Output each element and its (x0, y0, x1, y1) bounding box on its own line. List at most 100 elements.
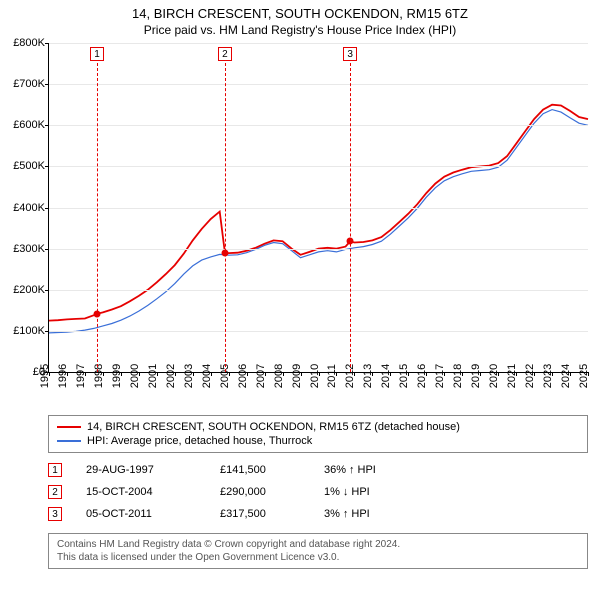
legend-item: 14, BIRCH CRESCENT, SOUTH OCKENDON, RM15… (57, 420, 579, 434)
transaction-price: £290,000 (220, 486, 300, 498)
diff-percent: 3% (324, 508, 340, 520)
transaction-marker: 1 (48, 463, 62, 477)
transaction-row: 1 29-AUG-1997 £141,500 36%↑HPI (48, 459, 588, 481)
ytick-label: £700K (13, 78, 45, 90)
legend-swatch (57, 426, 81, 428)
chart-title: 14, BIRCH CRESCENT, SOUTH OCKENDON, RM15… (0, 0, 600, 21)
marker-dot (347, 238, 354, 245)
marker-line (97, 63, 98, 372)
plot-area: £0£100K£200K£300K£400K£500K£600K£700K£80… (48, 43, 588, 373)
legend-label: 14, BIRCH CRESCENT, SOUTH OCKENDON, RM15… (87, 421, 460, 433)
xtick-label: 2011 (326, 364, 338, 388)
transaction-diff: 3%↑HPI (324, 508, 404, 520)
gridline (49, 290, 588, 291)
xtick-label: 1997 (75, 364, 87, 388)
xtick-label: 2023 (542, 364, 554, 388)
xtick-label: 1999 (111, 364, 123, 388)
xtick-label: 2009 (291, 364, 303, 388)
marker-line (225, 63, 226, 372)
footer-line-2: This data is licensed under the Open Gov… (57, 551, 579, 564)
transaction-marker: 2 (48, 485, 62, 499)
gridline (49, 331, 588, 332)
ytick-mark (45, 290, 49, 291)
arrow-up-icon: ↑ (343, 508, 349, 520)
xtick-label: 2008 (273, 364, 285, 388)
ytick-label: £800K (13, 37, 45, 49)
xtick-label: 2020 (488, 364, 500, 388)
ytick-mark (45, 249, 49, 250)
transaction-row: 2 15-OCT-2004 £290,000 1%↓HPI (48, 481, 588, 503)
footer-line-1: Contains HM Land Registry data © Crown c… (57, 538, 579, 551)
ytick-label: £600K (13, 119, 45, 131)
marker-box: 3 (343, 47, 357, 61)
gridline (49, 84, 588, 85)
diff-percent: 36% (324, 464, 346, 476)
legend-swatch (57, 440, 81, 441)
xtick-label: 2015 (398, 364, 410, 388)
transaction-date: 15-OCT-2004 (86, 486, 196, 498)
transactions-table: 129-AUG-1997£141,50036%↑HPI215-OCT-2004£… (48, 459, 588, 525)
transaction-date: 29-AUG-1997 (86, 464, 196, 476)
xtick-label: 2003 (183, 364, 195, 388)
gridline (49, 166, 588, 167)
transaction-row: 3 05-OCT-2011 £317,500 3%↑HPI (48, 503, 588, 525)
xtick-label: 2007 (255, 364, 267, 388)
xtick-label: 2025 (578, 364, 590, 388)
ytick-mark (45, 208, 49, 209)
legend: 14, BIRCH CRESCENT, SOUTH OCKENDON, RM15… (48, 415, 588, 453)
ytick-mark (45, 125, 49, 126)
arrow-up-icon: ↑ (349, 464, 355, 476)
xtick-label: 2017 (434, 364, 446, 388)
diff-suffix: HPI (351, 486, 369, 498)
ytick-label: £500K (13, 160, 45, 172)
ytick-mark (45, 43, 49, 44)
xtick-label: 2010 (309, 364, 321, 388)
ytick-mark (45, 166, 49, 167)
xtick-label: 2002 (165, 364, 177, 388)
gridline (49, 208, 588, 209)
marker-line (350, 63, 351, 372)
legend-item: HPI: Average price, detached house, Thur… (57, 434, 579, 448)
transaction-marker: 3 (48, 507, 62, 521)
marker-dot (93, 310, 100, 317)
ytick-label: £200K (13, 284, 45, 296)
xtick-label: 2018 (452, 364, 464, 388)
xtick-label: 2022 (524, 364, 536, 388)
xtick-label: 2006 (237, 364, 249, 388)
diff-suffix: HPI (358, 464, 376, 476)
xtick-label: 2014 (380, 364, 392, 388)
gridline (49, 43, 588, 44)
xtick-label: 1998 (93, 364, 105, 388)
footer-attribution: Contains HM Land Registry data © Crown c… (48, 533, 588, 569)
diff-suffix: HPI (351, 508, 369, 520)
ytick-label: £400K (13, 202, 45, 214)
xtick-label: 2001 (147, 364, 159, 388)
xtick-label: 1995 (39, 364, 51, 388)
ytick-label: £300K (13, 243, 45, 255)
transaction-diff: 1%↓HPI (324, 486, 404, 498)
ytick-mark (45, 331, 49, 332)
xtick-label: 2019 (470, 364, 482, 388)
chart-container: 14, BIRCH CRESCENT, SOUTH OCKENDON, RM15… (0, 0, 600, 590)
xtick-label: 2016 (416, 364, 428, 388)
marker-dot (221, 249, 228, 256)
series-hpi (49, 110, 588, 333)
ytick-label: £100K (13, 325, 45, 337)
diff-percent: 1% (324, 486, 340, 498)
transaction-diff: 36%↑HPI (324, 464, 404, 476)
transaction-price: £141,500 (220, 464, 300, 476)
gridline (49, 125, 588, 126)
xtick-label: 2013 (362, 364, 374, 388)
marker-box: 1 (90, 47, 104, 61)
xtick-label: 2004 (201, 364, 213, 388)
xtick-label: 2021 (506, 364, 518, 388)
series-property (49, 105, 588, 321)
xtick-label: 2000 (129, 364, 141, 388)
ytick-mark (45, 84, 49, 85)
transaction-date: 05-OCT-2011 (86, 508, 196, 520)
chart-subtitle: Price paid vs. HM Land Registry's House … (0, 21, 600, 43)
marker-box: 2 (218, 47, 232, 61)
legend-label: HPI: Average price, detached house, Thur… (87, 435, 312, 447)
transaction-price: £317,500 (220, 508, 300, 520)
gridline (49, 249, 588, 250)
